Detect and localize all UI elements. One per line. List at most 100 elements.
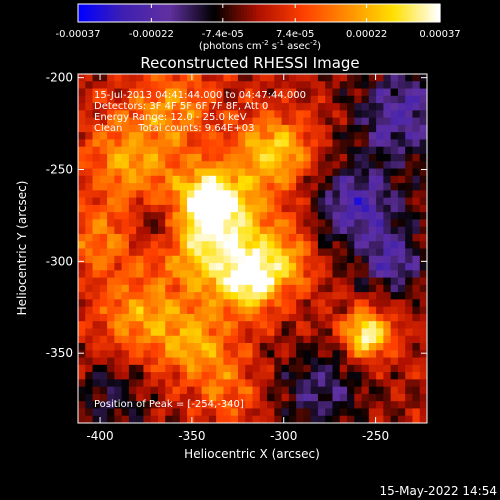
heatmap-pixel — [405, 110, 413, 119]
heatmap-pixel — [85, 401, 94, 409]
colorbar-segment — [388, 4, 393, 22]
heatmap-pixel — [419, 255, 428, 264]
heatmap-pixel — [412, 161, 421, 170]
heatmap-pixel — [201, 248, 210, 257]
heatmap-pixel — [354, 372, 363, 380]
colorbar-segment — [376, 4, 381, 22]
heatmap-pixel — [405, 168, 413, 177]
heatmap-pixel — [201, 175, 210, 184]
colorbar-segment — [159, 4, 164, 22]
heatmap-pixel — [201, 386, 210, 395]
heatmap-pixel — [368, 204, 377, 213]
heatmap-pixel — [143, 168, 152, 177]
heatmap-pixel — [208, 88, 217, 97]
heatmap-pixel — [216, 263, 224, 271]
heatmap-pixel — [339, 204, 348, 213]
heatmap-pixel — [179, 117, 188, 126]
heatmap-pixel — [85, 190, 94, 199]
heatmap-pixel — [325, 139, 333, 148]
heatmap-pixel — [296, 219, 304, 228]
heatmap-pixel — [150, 117, 159, 126]
heatmap-pixel — [85, 103, 94, 111]
heatmap-pixel — [347, 328, 355, 337]
heatmap-pixel — [165, 132, 174, 140]
heatmap-pixel — [208, 117, 217, 126]
heatmap-pixel — [310, 81, 319, 90]
colorbar-segment — [102, 4, 106, 22]
heatmap-pixel — [208, 343, 217, 351]
heatmap-pixel — [114, 95, 123, 104]
heatmap-pixel — [397, 328, 406, 337]
heatmap-pixel — [194, 219, 203, 228]
heatmap-pixel — [85, 132, 94, 140]
heatmap-pixel — [107, 139, 115, 148]
heatmap-pixel — [267, 95, 275, 104]
heatmap-pixel — [390, 74, 399, 82]
heatmap-pixel — [114, 335, 123, 344]
heatmap-pixel — [419, 299, 428, 308]
heatmap-pixel — [179, 81, 188, 90]
heatmap-pixel — [259, 350, 268, 359]
heatmap-pixel — [376, 146, 384, 155]
heatmap-pixel — [99, 146, 108, 155]
heatmap-pixel — [361, 219, 370, 228]
heatmap-pixel — [376, 357, 384, 366]
heatmap-pixel — [376, 401, 384, 409]
heatmap-pixel — [216, 212, 224, 220]
colorbar-segment — [292, 4, 296, 22]
heatmap-pixel — [354, 379, 363, 388]
heatmap-pixel — [368, 255, 377, 264]
heatmap-pixel — [165, 415, 174, 424]
heatmap-pixel — [245, 328, 253, 337]
heatmap-pixel — [121, 110, 130, 119]
heatmap-pixel — [165, 357, 174, 366]
heatmap-pixel — [245, 292, 253, 300]
heatmap-pixel — [172, 306, 181, 315]
heatmap-pixel — [390, 386, 399, 395]
heatmap-pixel — [310, 110, 319, 119]
heatmap-pixel — [136, 190, 144, 199]
heatmap-pixel — [419, 219, 428, 228]
heatmap-pixel — [332, 255, 341, 264]
heatmap-pixel — [78, 197, 86, 206]
heatmap-pixel — [288, 299, 297, 308]
heatmap-pixel — [99, 161, 108, 170]
heatmap-pixel — [245, 110, 253, 119]
heatmap-pixel — [92, 153, 101, 162]
heatmap-pixel — [99, 248, 108, 257]
heatmap-pixel — [121, 248, 130, 257]
heatmap-pixel — [405, 146, 413, 155]
heatmap-pixel — [150, 379, 159, 388]
heatmap-pixel — [223, 81, 232, 90]
heatmap-pixel — [165, 103, 174, 111]
heatmap-pixel — [237, 74, 246, 82]
heatmap-pixel — [412, 255, 421, 264]
heatmap-pixel — [165, 197, 174, 206]
heatmap-pixel — [107, 146, 115, 155]
heatmap-pixel — [419, 379, 428, 388]
heatmap-pixel — [150, 219, 159, 228]
heatmap-pixel — [187, 372, 195, 380]
heatmap-pixel — [150, 408, 159, 417]
heatmap-pixel — [376, 364, 384, 373]
heatmap-pixel — [325, 168, 333, 177]
heatmap-pixel — [143, 299, 152, 308]
heatmap-pixel — [361, 226, 370, 235]
heatmap-pixel — [274, 328, 283, 337]
heatmap-pixel — [187, 299, 195, 308]
heatmap-pixel — [259, 81, 268, 90]
heatmap-pixel — [267, 328, 275, 337]
heatmap-pixel — [78, 117, 86, 126]
heatmap-pixel — [194, 212, 203, 220]
heatmap-pixel — [354, 146, 363, 155]
heatmap-pixel — [310, 124, 319, 133]
heatmap-pixel — [303, 183, 312, 191]
heatmap-pixel — [354, 393, 363, 402]
heatmap-pixel — [179, 277, 188, 286]
heatmap-pixel — [376, 241, 384, 249]
heatmap-pixel — [121, 88, 130, 97]
heatmap-pixel — [187, 161, 195, 170]
heatmap-pixel — [347, 248, 355, 257]
heatmap-pixel — [165, 168, 174, 177]
heatmap-pixel — [208, 372, 217, 380]
